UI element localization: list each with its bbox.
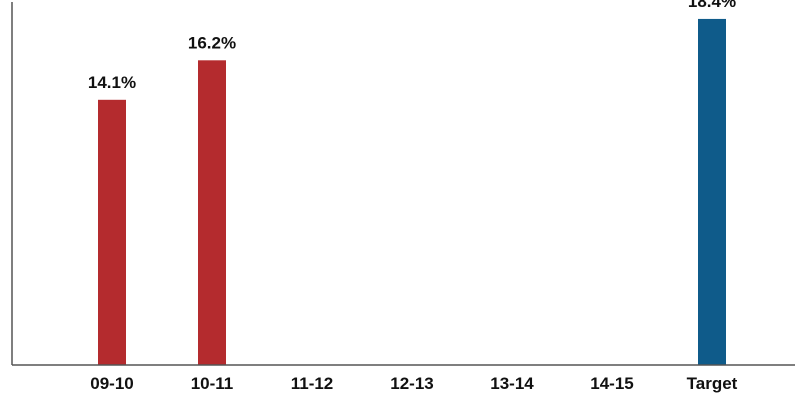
axis-layer xyxy=(11,2,795,366)
bar-target xyxy=(698,18,726,366)
bar-09-10 xyxy=(98,99,126,366)
data-label-target: 18.4% xyxy=(688,0,736,11)
x-tick-label-11-12: 11-12 xyxy=(291,374,334,393)
x-tick-label-09-10: 09-10 xyxy=(90,374,133,393)
x-tick-label-14-15: 14-15 xyxy=(590,374,633,393)
x-tick-label-12-13: 12-13 xyxy=(390,374,433,393)
x-tick-label-13-14: 13-14 xyxy=(490,374,534,393)
x-tick-label-10-11: 10-11 xyxy=(191,374,234,393)
x-tick-labels: 09-10 10-11 11-12 12-13 13-14 14-15 Target xyxy=(90,374,737,393)
data-labels: 14.1% 16.2% 18.4% xyxy=(88,0,736,92)
x-tick-label-target: Target xyxy=(687,374,738,393)
data-label-09-10: 14.1% xyxy=(88,73,136,92)
bars-layer xyxy=(98,18,726,366)
bar-10-11 xyxy=(198,60,226,366)
data-label-10-11: 16.2% xyxy=(188,33,236,52)
